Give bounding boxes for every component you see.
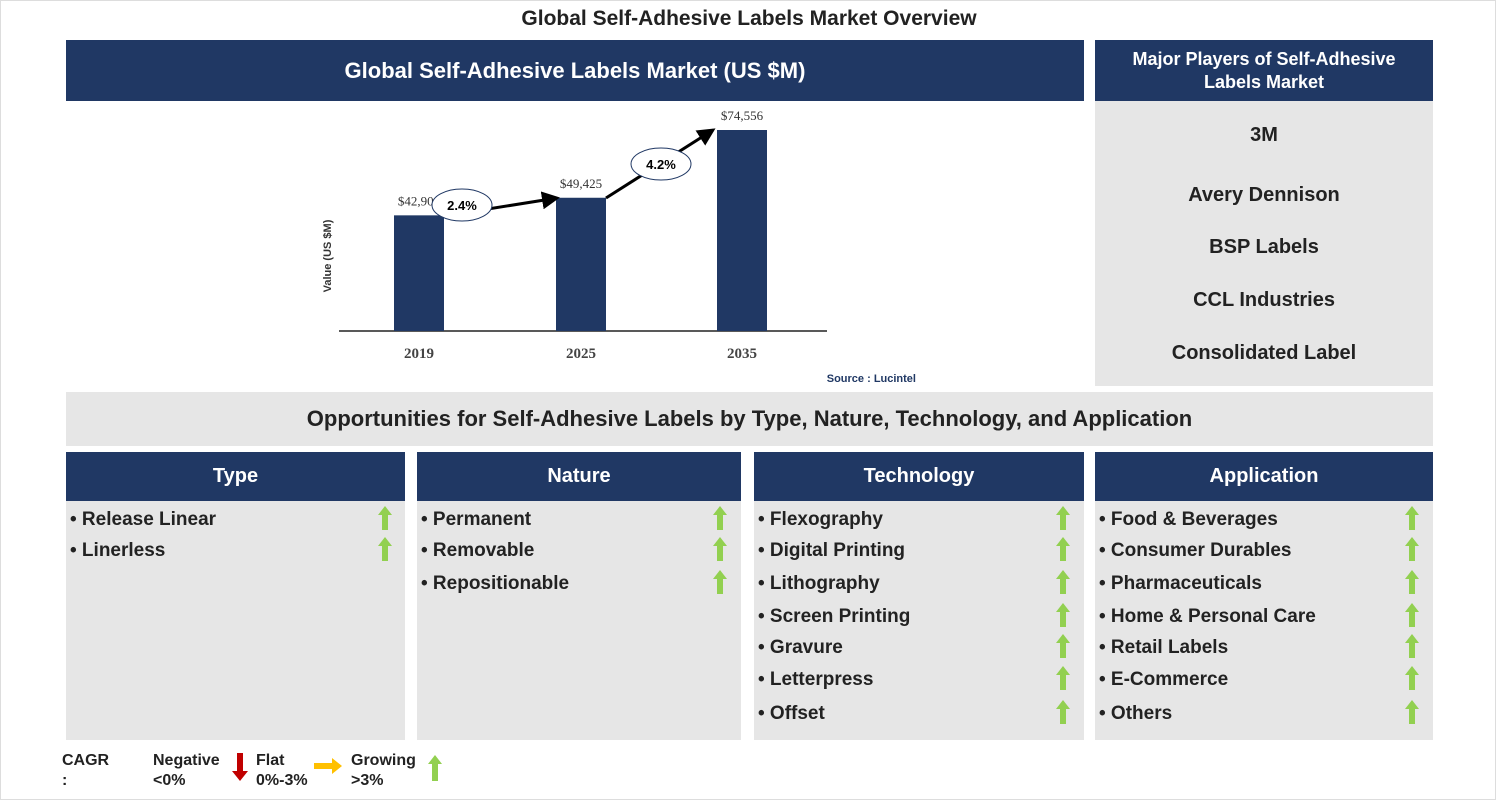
source-label: Source : Lucintel <box>827 373 916 385</box>
arrow-up-green-icon <box>1056 603 1070 627</box>
segment-item: • Screen Printing <box>758 606 911 627</box>
segment-item: • Repositionable <box>421 573 570 594</box>
arrow-up-green-icon <box>1056 700 1070 724</box>
players-title: Major Players of Self-Adhesive Labels Ma… <box>1095 40 1433 101</box>
x-tick-label: 2035 <box>727 346 757 362</box>
growing-label: Growing <box>351 752 416 769</box>
arrow-up-green-icon <box>1405 634 1419 658</box>
segment-item: • E-Commerce <box>1099 669 1229 690</box>
arrow-up-green-icon <box>1405 603 1419 627</box>
arrow-up-green-icon <box>378 537 392 561</box>
page-title: Global Self-Adhesive Labels Market Overv… <box>521 7 977 30</box>
cagr-ellipse <box>630 147 692 181</box>
negative-range: <0% <box>153 772 186 789</box>
segment-title: Type <box>66 452 405 501</box>
segment-item: • Linerless <box>70 540 166 561</box>
segment-item: • Removable <box>421 540 535 561</box>
growing-range: >3% <box>351 772 384 789</box>
market-bar-chart: $42,901 2019 $49,425 2025 $74,556 2035 Value (… <box>322 108 916 385</box>
players-panel: Major Players of Self-Adhesive Labels Ma… <box>1095 40 1433 386</box>
player-item: Avery Dennison <box>1188 184 1340 206</box>
player-item: BSP Labels <box>1209 236 1319 258</box>
flat-range: 0%-3% <box>256 772 308 789</box>
segment-item: • Letterpress <box>758 669 874 690</box>
arrow-up-green-icon <box>713 537 727 561</box>
segment-item: • Permanent <box>421 509 532 530</box>
segment-item: • Gravure <box>758 637 843 658</box>
legend-flat: Flat 0%-3% <box>256 751 308 791</box>
legend-growing: Growing >3% <box>351 751 416 791</box>
arrow-up-green-icon <box>1056 666 1070 690</box>
segment-item: • Offset <box>758 703 825 724</box>
segment-title: Nature <box>417 452 741 501</box>
legend-negative: Negative <0% <box>153 751 220 791</box>
arrow-up-green-icon <box>713 570 727 594</box>
cagr-label: 4.2% <box>646 157 676 172</box>
segment-item: • Release Linear <box>70 509 217 530</box>
bar-2035 <box>717 130 767 331</box>
arrow-up-green-icon <box>1405 506 1419 530</box>
segment-item: • Food & Beverages <box>1099 509 1278 530</box>
segment-item: • Lithography <box>758 573 880 594</box>
x-tick-label: 2019 <box>404 346 434 362</box>
arrow-up-green-icon <box>428 755 442 781</box>
player-item: CCL Industries <box>1193 289 1335 311</box>
segment-technology: Technology • Flexography • Digital Printin… <box>754 452 1084 740</box>
segment-application: Application • Food & Beverages • Consumer … <box>1095 452 1433 740</box>
segment-title: Technology <box>754 452 1084 501</box>
y-axis-label: Value (US $M) <box>322 219 334 292</box>
x-tick-label: 2025 <box>566 346 596 362</box>
arrow-right-yellow-icon <box>314 758 342 774</box>
cagr-label: 2.4% <box>447 198 477 213</box>
arrow-up-green-icon <box>1405 570 1419 594</box>
legend-label: CAGR : <box>62 752 110 789</box>
segment-title: Application <box>1095 452 1433 501</box>
segment-item: • Retail Labels <box>1099 637 1229 658</box>
bar-2019 <box>394 215 444 331</box>
segment-item: • Digital Printing <box>758 540 906 561</box>
arrow-up-green-icon <box>1056 537 1070 561</box>
arrow-up-green-icon <box>1405 537 1419 561</box>
chart-panel-title: Global Self-Adhesive Labels Market (US $… <box>66 40 1084 101</box>
arrow-up-green-icon <box>1056 506 1070 530</box>
segment-item: • Flexography <box>758 509 883 530</box>
arrow-up-green-icon <box>713 506 727 530</box>
cagr-ellipse <box>431 188 493 222</box>
bar-value-label: $74,556 <box>721 108 764 123</box>
segment-item: • Others <box>1099 703 1173 724</box>
arrow-up-green-icon <box>1405 700 1419 724</box>
segment-type: Type • Release Linear • Linerless <box>66 452 405 740</box>
segment-item: • Consumer Durables <box>1099 540 1292 561</box>
negative-label: Negative <box>153 752 220 769</box>
segment-nature: Nature • Permanent • Removable • Reposition… <box>417 452 741 740</box>
segment-item: • Home & Personal Care <box>1099 606 1316 627</box>
player-item: Consolidated Label <box>1171 342 1357 364</box>
bar-2025 <box>556 197 606 331</box>
opportunities-title: Opportunities for Self-Adhesive Labels b… <box>66 392 1433 446</box>
arrow-up-green-icon <box>1056 634 1070 658</box>
flat-label: Flat <box>256 752 285 769</box>
arrow-down-red-icon <box>232 753 248 781</box>
arrow-up-green-icon <box>1056 570 1070 594</box>
arrow-up-green-icon <box>1405 666 1419 690</box>
player-item: 3M <box>1250 124 1278 146</box>
segment-item: • Pharmaceuticals <box>1099 573 1262 594</box>
players-list: 3M Avery Dennison BSP Labels CCL Industries… <box>1095 101 1433 386</box>
bar-value-label: $49,425 <box>560 176 602 191</box>
arrow-up-green-icon <box>378 506 392 530</box>
bar-value-label: $42,901 <box>398 193 440 208</box>
